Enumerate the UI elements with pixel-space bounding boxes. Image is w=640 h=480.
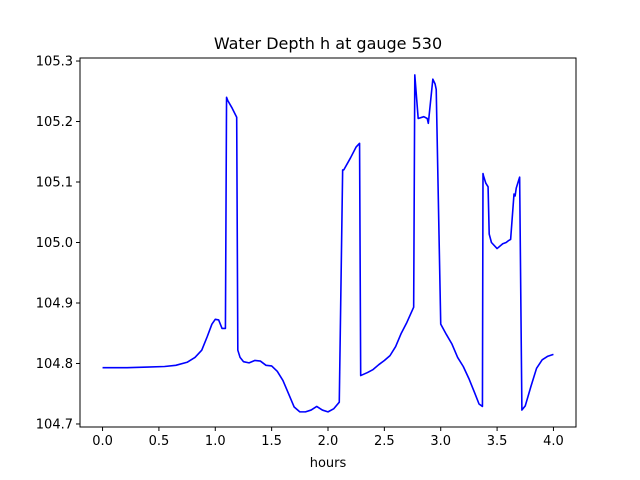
x-axis-label: hours bbox=[310, 456, 347, 471]
y-tick-label: 105.1 bbox=[36, 176, 73, 191]
x-tick-label: 0.5 bbox=[149, 434, 170, 449]
x-tick-label: 2.0 bbox=[318, 434, 339, 449]
x-tick-label: 0.0 bbox=[92, 434, 113, 449]
series-line-0 bbox=[102, 74, 554, 413]
x-tick-label: 4.0 bbox=[543, 434, 564, 449]
y-tick-label: 105.2 bbox=[36, 115, 73, 130]
y-axis: 104.7 104.8 104.9 105.0 105.1 105.2 105.3 bbox=[36, 55, 80, 432]
x-tick-label: 2.5 bbox=[374, 434, 395, 449]
x-tick-label: 3.0 bbox=[430, 434, 451, 449]
x-tick-label: 1.5 bbox=[261, 434, 282, 449]
plot-area bbox=[80, 58, 576, 427]
x-tick-label: 1.0 bbox=[205, 434, 226, 449]
y-tick-label: 104.7 bbox=[36, 417, 73, 432]
y-tick-label: 105.0 bbox=[36, 236, 73, 251]
data-layer bbox=[102, 74, 554, 413]
y-tick-label: 104.8 bbox=[36, 357, 73, 372]
x-tick-label: 3.5 bbox=[487, 434, 508, 449]
y-tick-label: 104.9 bbox=[36, 296, 73, 311]
chart-title: Water Depth h at gauge 530 bbox=[214, 34, 442, 53]
x-axis: 0.0 0.5 1.0 1.5 2.0 2.5 3.0 3.5 4.0 bbox=[92, 427, 564, 449]
y-tick-label: 105.3 bbox=[36, 55, 73, 70]
